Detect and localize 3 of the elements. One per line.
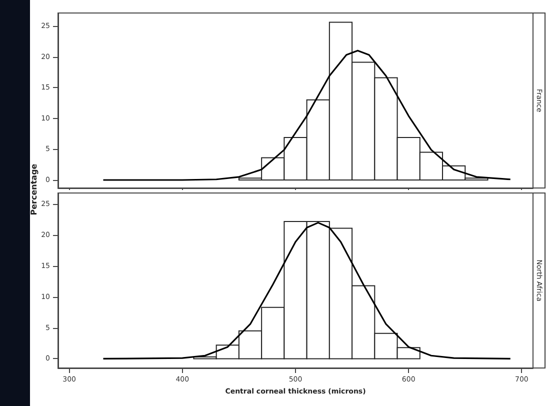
line-series [102,222,512,360]
y-axis-title: Percentage [30,162,38,218]
line-series [102,50,512,181]
